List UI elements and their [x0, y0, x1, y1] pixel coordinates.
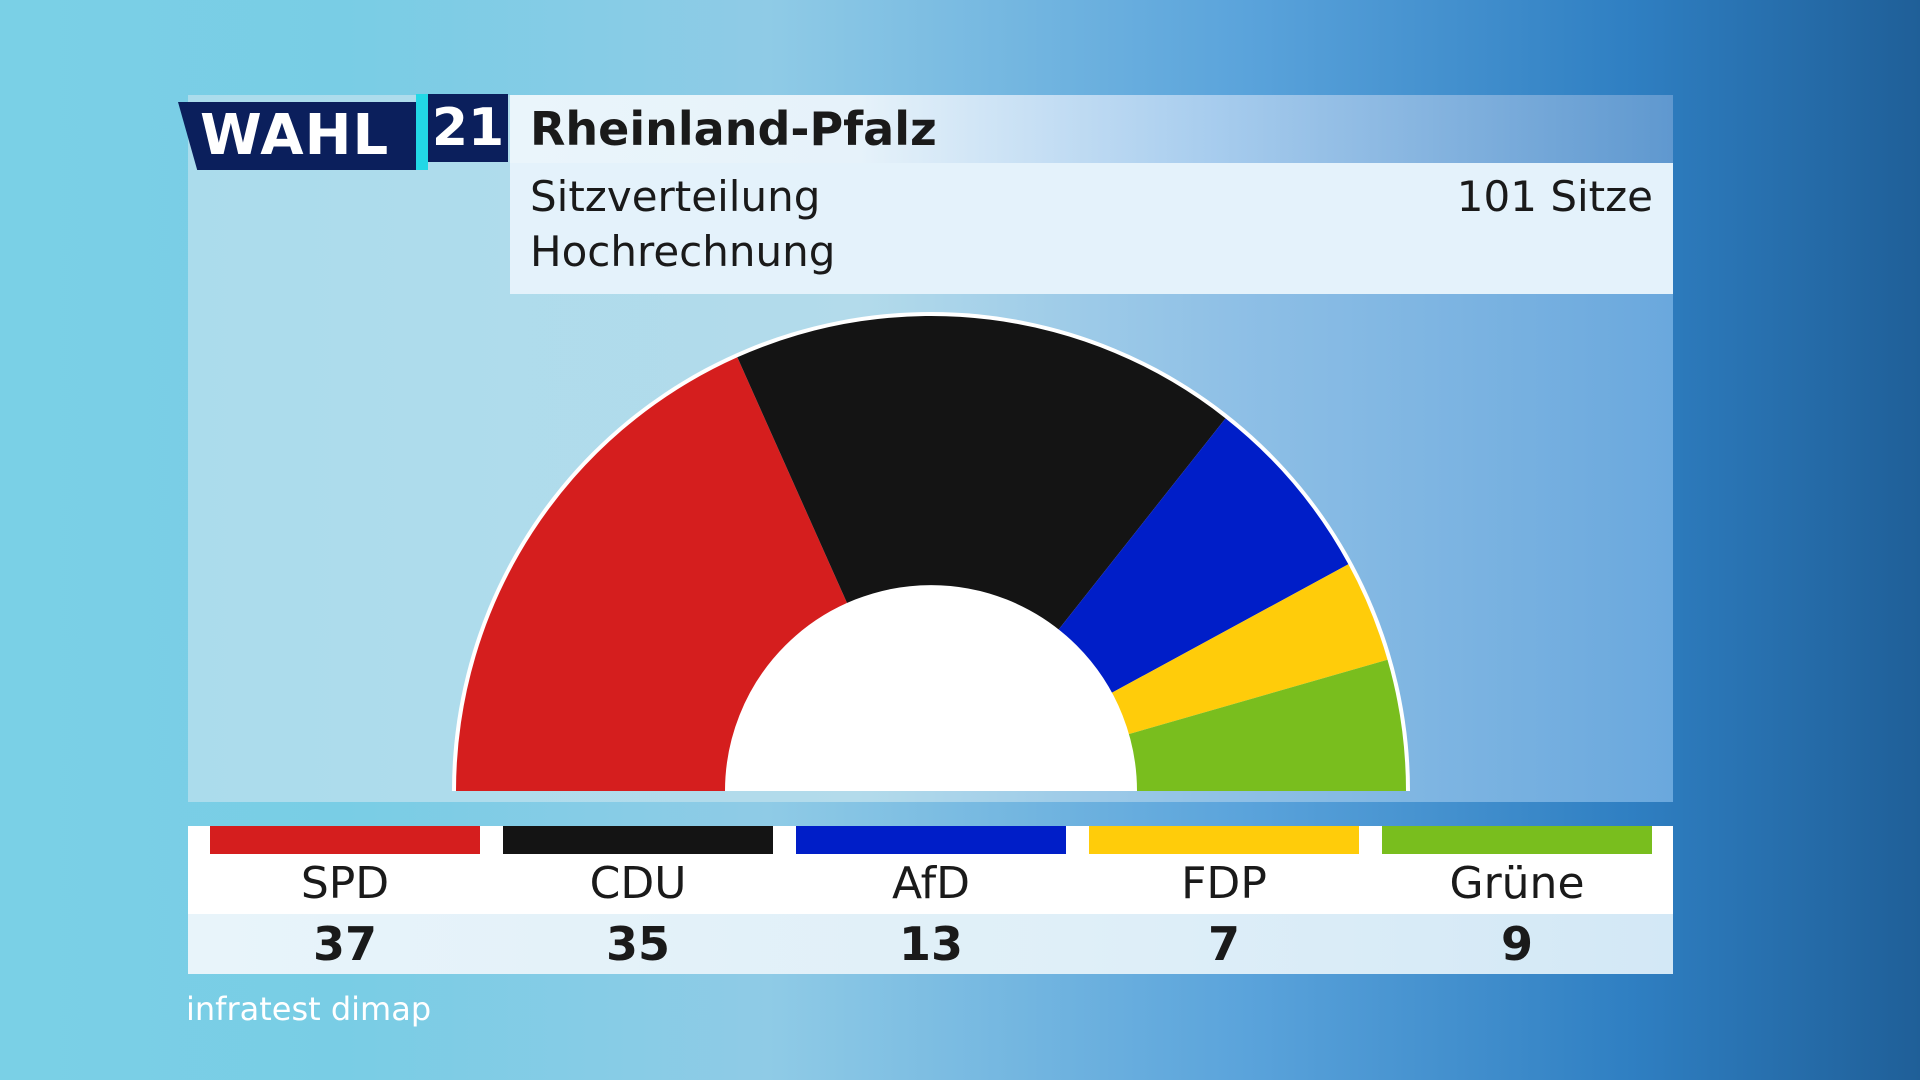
legend-label-fdp: FDP: [1181, 858, 1267, 909]
legend-label-afd: AfD: [892, 858, 970, 909]
subtitle-box: Sitzverteilung Hochrechnung 101 Sitze: [510, 163, 1673, 294]
page-title: Rheinland-Pfalz: [530, 102, 937, 156]
legend-value-gruene: 9: [1500, 917, 1533, 971]
legend-value-cdu: 35: [605, 917, 670, 971]
legend-item-fdp: FDP 7: [1089, 826, 1359, 974]
logo-year-text: 21: [431, 98, 505, 158]
legend-item-spd: SPD 37: [210, 826, 480, 974]
seat-segment-afd: [1057, 418, 1349, 694]
legend-swatch-cdu: [503, 826, 773, 854]
legend-value-spd: 37: [312, 917, 377, 971]
chart-inner-rim: [725, 585, 1137, 792]
seat-segment-fdp: [1110, 564, 1388, 735]
logo-wahl-text: WAHL: [200, 103, 390, 168]
legend-swatch-afd: [796, 826, 1066, 854]
seat-segment-gruene: [1127, 659, 1406, 791]
legend-values-row: [188, 914, 1673, 974]
legend-swatch-gruene: [1382, 826, 1652, 854]
logo-year-background: [428, 94, 508, 162]
legend-label-spd: SPD: [300, 858, 390, 909]
legend-item-afd: AfD 13: [796, 826, 1066, 974]
title-bar: Rheinland-Pfalz: [510, 95, 1673, 163]
legend-value-fdp: 7: [1207, 917, 1240, 971]
chart-subtitle: Sitzverteilung: [530, 172, 821, 221]
wahl-logo: WAHL 21: [178, 94, 508, 170]
legend-value-afd: 13: [898, 917, 963, 971]
seat-segment-spd: [456, 357, 848, 791]
total-seats-label: 101 Sitze: [1456, 172, 1653, 221]
legend-swatch-spd: [210, 826, 480, 854]
chart-projection-label: Hochrechnung: [530, 227, 836, 276]
legend-label-gruene: Grüne: [1449, 858, 1585, 909]
logo-wahl-background: [178, 102, 418, 170]
seat-segment-cdu: [737, 316, 1226, 631]
legend-item-cdu: CDU 35: [503, 826, 773, 974]
legend-swatch-fdp: [1089, 826, 1359, 854]
logo-accent-bar: [416, 94, 428, 170]
legend-item-gruene: Grüne 9: [1382, 826, 1652, 974]
legend-label-cdu: CDU: [589, 858, 687, 909]
source-credit: infratest dimap: [186, 990, 432, 1028]
legend: SPD 37 CDU 35 AfD 13 FDP 7 Grüne 9: [188, 826, 1673, 974]
